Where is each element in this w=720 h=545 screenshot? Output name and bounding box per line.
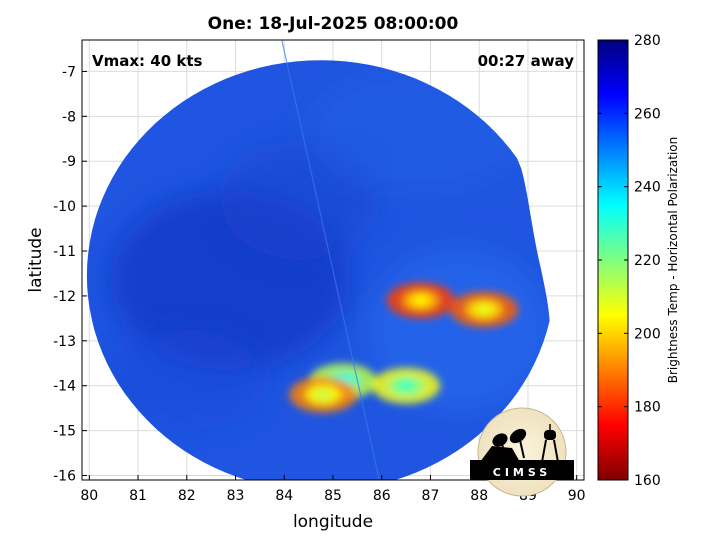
cold-core [475, 304, 494, 315]
vmax-label: Vmax: 40 kts [92, 52, 203, 70]
y-tick-label: -8 [62, 109, 76, 125]
colorbar [597, 39, 629, 481]
y-axis-label: latitude [26, 227, 46, 293]
scan-seam [281, 40, 380, 480]
x-tick-label: 80 [80, 488, 98, 504]
colorbar-tick-label: 180 [634, 400, 661, 416]
y-tick-label: -9 [62, 154, 76, 170]
x-tick-label: 87 [422, 488, 440, 504]
logo-text: CIMSS [493, 466, 551, 479]
colorbar-tick-label: 200 [634, 326, 661, 342]
y-tick-label: -11 [53, 244, 76, 260]
colorbar-tick-label: 240 [634, 180, 661, 196]
figure-title: One: 18-Jul-2025 08:00:00 [207, 14, 459, 34]
colorbar-ticks: 160 180 200 220 240 260 280 [598, 33, 661, 489]
y-tick-label: -13 [53, 334, 76, 350]
cimss-logo: CIMSS [470, 407, 574, 497]
y-tick-label: -7 [62, 64, 76, 80]
y-tick-label: -10 [53, 199, 76, 215]
x-tick-label: 84 [275, 488, 293, 504]
cold-core [411, 295, 430, 306]
y-tick-label: -16 [53, 469, 76, 485]
colorbar-tick-label: 260 [634, 106, 661, 122]
x-tick-label: 81 [129, 488, 147, 504]
colorbar-tick-label: 160 [634, 473, 661, 489]
x-tick-label: 82 [178, 488, 196, 504]
y-tick-label: -12 [53, 289, 76, 305]
x-tick-label: 90 [568, 488, 586, 504]
x-tick-label: 83 [227, 488, 245, 504]
y-tick-label: -14 [53, 379, 76, 395]
y-tick-label: -15 [53, 424, 76, 440]
x-tick-label: 86 [373, 488, 391, 504]
convective-cores [289, 282, 519, 413]
time-offset-label: 00:27 away [477, 52, 574, 70]
colorbar-tick-label: 220 [634, 253, 661, 269]
colorbar-tick-label: 280 [634, 33, 661, 49]
cold-core [397, 380, 416, 391]
axis-ticks: 8081828384858687888990-7-8-9-10-11-12-13… [53, 64, 585, 504]
x-tick-label: 88 [470, 488, 488, 504]
colorbar-label: Brightness Temp - Horizontal Polarizatio… [666, 136, 680, 384]
x-axis-label: longitude [292, 512, 374, 532]
cold-core [314, 389, 333, 400]
x-tick-label: 85 [324, 488, 342, 504]
